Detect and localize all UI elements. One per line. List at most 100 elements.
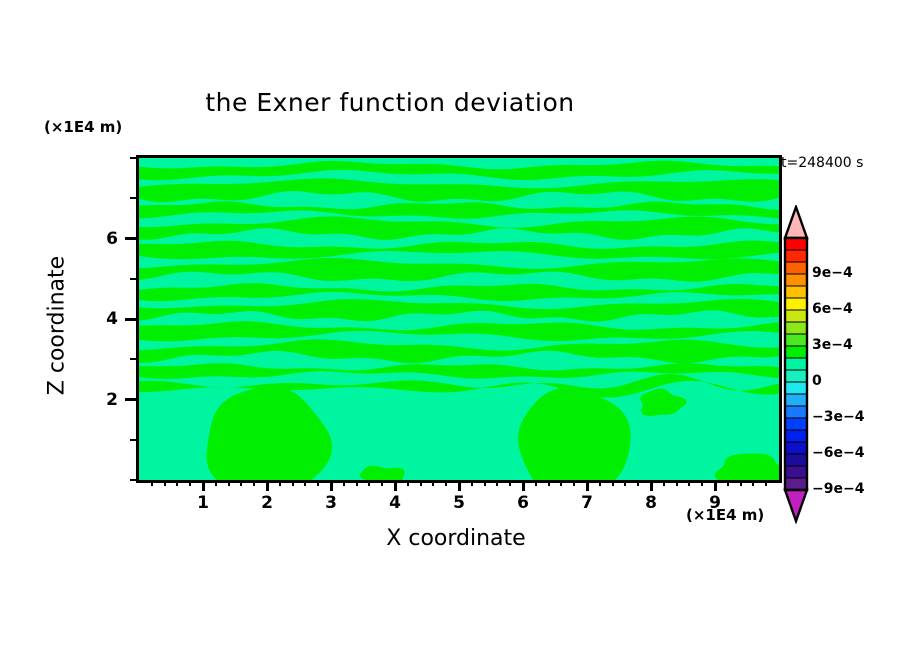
colorbar-band (785, 346, 807, 358)
colorbar-band (785, 298, 807, 310)
contour-plot-area (136, 155, 782, 483)
contour-blob (640, 388, 687, 416)
contour-band (139, 160, 779, 181)
contour-band (139, 363, 779, 379)
x-tick-label: 9 (709, 493, 721, 513)
x-tick-minor (176, 480, 179, 486)
x-tick-minor (432, 480, 435, 486)
x-tick-minor (304, 480, 307, 486)
x-tick-minor (547, 480, 550, 486)
colorbar-band (785, 358, 807, 370)
contour-blob (714, 453, 779, 480)
x-tick-major (713, 480, 717, 491)
x-tick-label: 1 (197, 493, 209, 513)
x-tick-minor (624, 480, 627, 486)
x-tick-label: 4 (389, 493, 401, 513)
y-axis-unit-label: (×1E4 m) (44, 118, 123, 136)
colorbar-band (785, 382, 807, 394)
x-tick-minor (278, 480, 281, 486)
timestamp-label: t=248400 s (781, 155, 864, 171)
contour-band (139, 339, 779, 364)
x-tick-minor (611, 480, 614, 486)
x-tick-minor (291, 480, 294, 486)
x-tick-minor (368, 480, 371, 486)
colorbar-tick-label: −9e−4 (812, 481, 865, 497)
colorbar-band (785, 286, 807, 298)
x-tick-minor (419, 480, 422, 486)
x-tick-minor (496, 480, 499, 486)
x-tick-major (585, 480, 589, 491)
x-tick-minor (342, 480, 345, 486)
colorbar-under-arrow (783, 488, 809, 525)
colorbar-band (785, 262, 807, 274)
colorbar-band (785, 430, 807, 442)
x-axis-title: X coordinate (386, 526, 526, 551)
x-tick-major (457, 480, 461, 491)
x-tick-minor (406, 480, 409, 486)
colorbar-band (785, 442, 807, 454)
colorbar-band (785, 250, 807, 262)
contour-field (139, 158, 779, 480)
x-tick-minor (765, 480, 768, 486)
x-tick-minor (598, 480, 601, 486)
x-tick-major (649, 480, 653, 491)
y-tick-minor (130, 479, 136, 481)
page-title: the Exner function deviation (205, 88, 575, 117)
x-tick-major (393, 480, 397, 491)
x-tick-major (521, 480, 525, 491)
x-tick-minor (240, 480, 243, 486)
x-tick-minor (317, 480, 320, 486)
x-tick-minor (752, 480, 755, 486)
contour-band (139, 298, 779, 322)
contour-band (139, 201, 779, 219)
x-tick-minor (688, 480, 691, 486)
x-tick-minor (534, 480, 537, 486)
x-tick-minor (470, 480, 473, 486)
colorbar-tick-label: 9e−4 (812, 265, 853, 281)
x-tick-minor (726, 480, 729, 486)
y-tick-minor (130, 358, 136, 361)
colorbar-band (785, 418, 807, 430)
x-tick-minor (662, 480, 665, 486)
colorbar-tick-label: −6e−4 (812, 445, 865, 461)
colorbar-band (785, 274, 807, 286)
x-tick-minor (381, 480, 384, 486)
colorbar-band (785, 238, 807, 250)
contour-band (139, 321, 779, 342)
x-tick-minor (227, 480, 230, 486)
x-tick-label: 7 (581, 493, 593, 513)
x-tick-label: 6 (517, 493, 529, 513)
colorbar-band (785, 466, 807, 478)
x-tick-major (201, 480, 205, 491)
contour-blob (206, 386, 332, 480)
contour-band (139, 240, 779, 260)
colorbar-band (785, 454, 807, 466)
colorbar-tick-label: −3e−4 (812, 409, 865, 425)
x-tick-minor (509, 480, 512, 486)
contour-band (139, 283, 779, 302)
y-tick-minor (130, 157, 136, 159)
x-tick-major (329, 480, 333, 491)
x-tick-minor (253, 480, 256, 486)
x-tick-label: 8 (645, 493, 657, 513)
y-tick-minor (130, 277, 136, 280)
x-tick-minor (150, 480, 153, 486)
contour-band (139, 216, 779, 240)
x-tick-minor (189, 480, 192, 486)
contour-blob (518, 387, 631, 480)
x-axis-unit-label: (×1E4 m) (686, 506, 765, 524)
x-tick-label: 5 (453, 493, 465, 513)
x-tick-major (265, 480, 269, 491)
y-tick-major (125, 317, 136, 321)
y-tick-major (125, 398, 136, 401)
x-tick-minor (163, 480, 166, 486)
colorbar-over-arrow (783, 205, 809, 240)
contour-blob (359, 465, 405, 480)
colorbar-band (785, 394, 807, 406)
colorbar-band (785, 406, 807, 418)
x-tick-minor (637, 480, 640, 486)
y-tick-minor (130, 438, 136, 441)
x-tick-minor (573, 480, 576, 486)
y-tick-label: 4 (106, 309, 118, 329)
colorbar-band (785, 322, 807, 334)
